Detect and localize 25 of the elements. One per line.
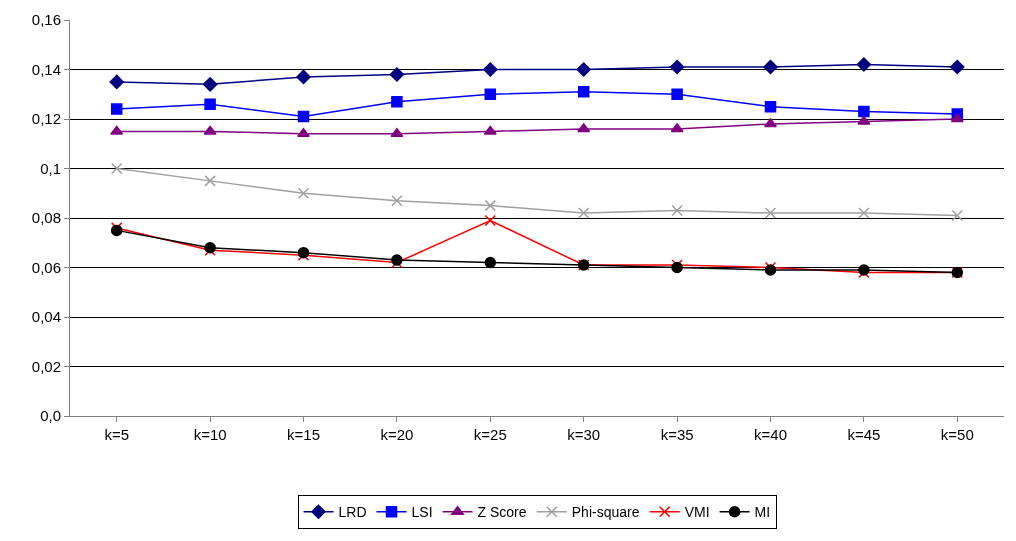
y-tick-label: 0,0 xyxy=(40,407,61,425)
x-tick-label: k=45 xyxy=(847,426,881,443)
y-tick-label: 0,02 xyxy=(31,357,61,375)
y-tick-label: 0,14 xyxy=(31,60,61,78)
x-tick-label: k=20 xyxy=(380,426,414,443)
x-tick-label: k=30 xyxy=(567,426,601,443)
x-tick-label: k=40 xyxy=(754,426,787,443)
x-tick-label: k=5 xyxy=(104,426,129,443)
legend-label: Phi-square xyxy=(571,504,640,521)
x-tick-label: k=10 xyxy=(193,426,227,443)
y-tick-label: 0,12 xyxy=(31,110,61,128)
legend-label: MI xyxy=(754,504,771,521)
legend-label: LRD xyxy=(338,504,367,521)
legend-label: Z Score xyxy=(477,504,527,521)
y-tick-label: 0,04 xyxy=(31,308,61,326)
y-tick-label: 0,1 xyxy=(40,159,61,177)
x-tick-label: k=50 xyxy=(940,426,974,443)
x-tick-label: k=15 xyxy=(287,426,320,443)
y-tick-label: 0,06 xyxy=(31,258,61,276)
x-tick-label: k=35 xyxy=(660,426,694,443)
legend-label: VMI xyxy=(684,504,710,521)
y-tick-label: 0,08 xyxy=(31,209,61,227)
legend-label: LSI xyxy=(411,504,433,521)
y-tick-label: 0,16 xyxy=(31,11,61,29)
x-tick-label: k=25 xyxy=(473,426,507,443)
